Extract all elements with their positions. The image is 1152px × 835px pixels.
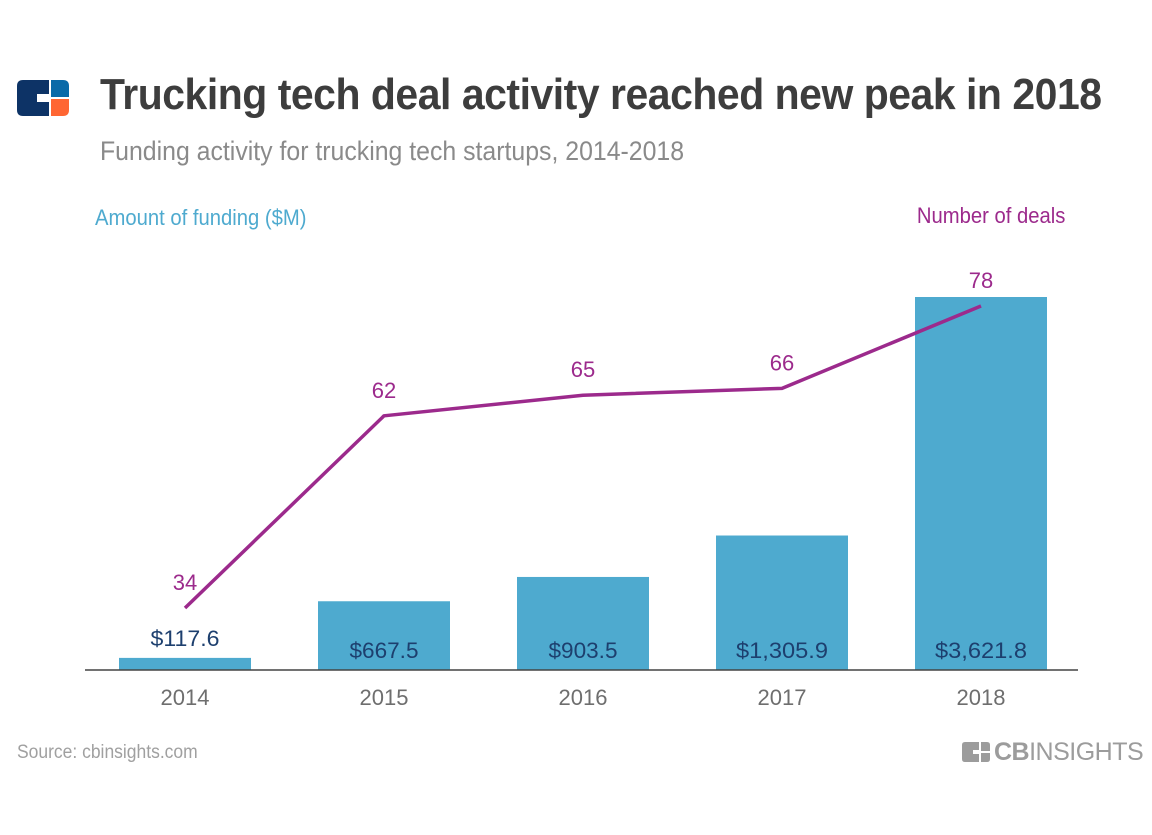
labels-layer: $117.6 2014 $667.5 2015 $903.5 2016 $1,305.9 20… bbox=[151, 268, 1028, 710]
chart-title: Trucking tech deal activity reached new … bbox=[100, 70, 1102, 119]
deals-value-label: 65 bbox=[571, 357, 595, 382]
x-tick-label: 2015 bbox=[360, 685, 409, 710]
deals-line bbox=[183, 304, 982, 610]
bar-value-label: $667.5 bbox=[350, 638, 419, 663]
brand-bold: CB bbox=[994, 737, 1030, 766]
left-axis-label: Amount of funding ($M) bbox=[95, 205, 307, 230]
x-tick-label: 2017 bbox=[758, 685, 807, 710]
right-axis-label: Number of deals bbox=[916, 203, 1065, 228]
deals-value-label: 34 bbox=[173, 570, 197, 595]
x-tick-label: 2018 bbox=[957, 685, 1006, 710]
bar-2015 bbox=[318, 601, 450, 670]
bar-value-label: $903.5 bbox=[549, 638, 618, 663]
deals-value-label: 78 bbox=[969, 268, 993, 293]
bar-value-label: $3,621.8 bbox=[935, 638, 1027, 663]
bars-layer bbox=[119, 297, 1047, 670]
bar-2016 bbox=[517, 576, 649, 670]
x-tick-label: 2016 bbox=[559, 685, 608, 710]
x-tick-label: 2014 bbox=[161, 685, 210, 710]
bar-value-label: $1,305.9 bbox=[736, 638, 828, 663]
cb-insights-logo-icon bbox=[962, 742, 990, 762]
brand-light: INSIGHTS bbox=[1029, 737, 1144, 766]
bar-2014 bbox=[119, 657, 251, 670]
line-layer bbox=[183, 304, 982, 610]
chart-subtitle: Funding activity for trucking tech start… bbox=[100, 136, 685, 166]
cb-insights-logo-icon bbox=[17, 80, 69, 116]
brand-logo: CBINSIGHTS bbox=[962, 737, 1144, 766]
deals-value-label: 62 bbox=[372, 378, 396, 403]
deals-value-label: 66 bbox=[770, 350, 794, 375]
bar-value-label: $117.6 bbox=[151, 626, 220, 651]
bar-2017 bbox=[716, 535, 848, 670]
bar-2018 bbox=[915, 297, 1047, 670]
source-note: Source: cbinsights.com bbox=[17, 742, 198, 763]
